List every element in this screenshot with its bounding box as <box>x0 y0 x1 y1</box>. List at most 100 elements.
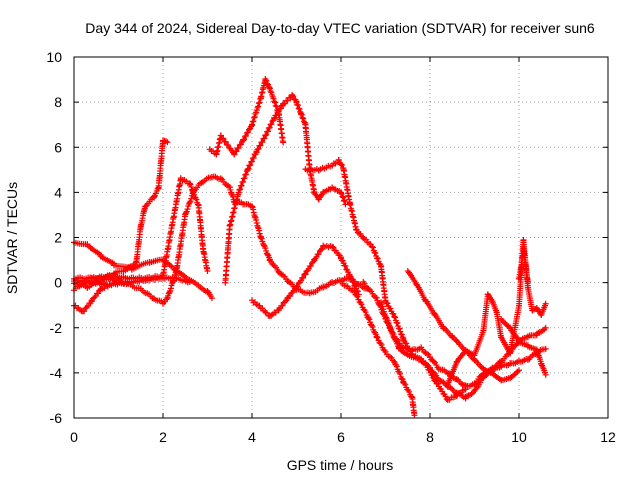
data-point <box>299 114 306 121</box>
data-point <box>387 305 394 312</box>
data-point <box>393 363 400 370</box>
data-point <box>266 124 273 131</box>
data-series <box>498 316 549 378</box>
data-series <box>338 278 418 419</box>
data-point <box>244 166 251 173</box>
grid-lines <box>74 57 608 418</box>
data-point <box>242 171 249 178</box>
data-point <box>339 162 346 169</box>
data-point <box>281 100 288 107</box>
data-point <box>226 184 233 191</box>
data-point <box>300 118 307 125</box>
y-tick-label: 0 <box>54 275 62 291</box>
data-point <box>265 128 272 135</box>
data-point <box>106 281 113 288</box>
data-point <box>396 325 403 332</box>
data-point <box>354 293 361 300</box>
data-point <box>386 322 393 329</box>
x-tick-label: 2 <box>159 429 167 445</box>
data-point <box>295 105 302 112</box>
data-point <box>241 136 248 143</box>
data-point <box>255 103 262 110</box>
data-point <box>259 138 266 145</box>
data-point <box>220 135 227 142</box>
data-point <box>430 369 437 376</box>
data-point <box>298 111 305 118</box>
data-series <box>378 299 549 402</box>
data-point <box>397 370 404 377</box>
data-point <box>335 157 342 164</box>
chart-title: Day 344 of 2024, Sidereal Day-to-day VTE… <box>85 20 595 36</box>
data-point <box>188 183 195 190</box>
data-point <box>380 306 387 313</box>
y-tick-label: -6 <box>50 410 63 426</box>
data-point <box>406 388 413 395</box>
data-point <box>524 278 531 285</box>
data-point <box>243 132 250 139</box>
data-point <box>461 381 468 388</box>
data-point <box>300 115 307 122</box>
data-point <box>514 368 521 375</box>
data-point <box>384 300 391 307</box>
data-point <box>385 320 392 327</box>
data-point <box>91 294 98 301</box>
data-point <box>373 294 380 301</box>
data-point <box>296 106 303 113</box>
data-point <box>312 191 319 198</box>
data-point <box>88 298 95 305</box>
data-point <box>249 158 255 165</box>
data-point <box>244 129 251 136</box>
data-point <box>271 98 278 105</box>
data-point <box>194 201 201 208</box>
data-point <box>353 292 360 299</box>
data-point <box>241 175 248 182</box>
x-tick-label: 4 <box>248 429 256 445</box>
x-tick-label: 0 <box>70 429 78 445</box>
plot-frame <box>73 56 609 419</box>
data-point <box>235 144 242 151</box>
data-point <box>255 146 262 153</box>
data-point <box>250 118 257 125</box>
data-point <box>264 80 271 87</box>
data-point <box>261 135 268 142</box>
data-point <box>369 323 376 330</box>
y-tick-label: 4 <box>54 184 62 200</box>
data-point <box>542 324 549 331</box>
data-point <box>262 309 269 316</box>
data-point <box>411 412 418 419</box>
data-point <box>253 149 260 156</box>
data-series <box>222 91 349 286</box>
data-point <box>193 196 200 203</box>
data-point <box>164 139 171 146</box>
data-point <box>284 97 291 104</box>
data-point <box>542 300 549 307</box>
data-point <box>542 371 549 378</box>
data-point <box>251 113 258 120</box>
data-point <box>236 186 243 193</box>
data-point <box>255 100 262 107</box>
data-point <box>164 295 171 302</box>
data-point <box>431 375 438 382</box>
data-point <box>243 171 250 178</box>
data-point <box>394 320 401 327</box>
data-point <box>250 154 257 161</box>
data-point <box>263 77 270 84</box>
data-point <box>222 138 229 145</box>
data-point <box>279 302 286 309</box>
data-point <box>268 120 275 127</box>
data-point <box>190 188 197 195</box>
data-point <box>379 303 386 310</box>
data-series <box>71 281 113 315</box>
data-point <box>339 193 346 200</box>
data-point <box>316 194 323 201</box>
data-point <box>167 285 174 292</box>
data-point <box>251 114 258 121</box>
data-point <box>186 180 193 187</box>
x-tick-label: 12 <box>600 429 616 445</box>
data-point <box>340 197 347 204</box>
data-point <box>342 263 349 270</box>
data-point <box>271 99 278 106</box>
data-point <box>287 292 294 299</box>
data-point <box>217 132 224 139</box>
data-point <box>83 304 90 311</box>
